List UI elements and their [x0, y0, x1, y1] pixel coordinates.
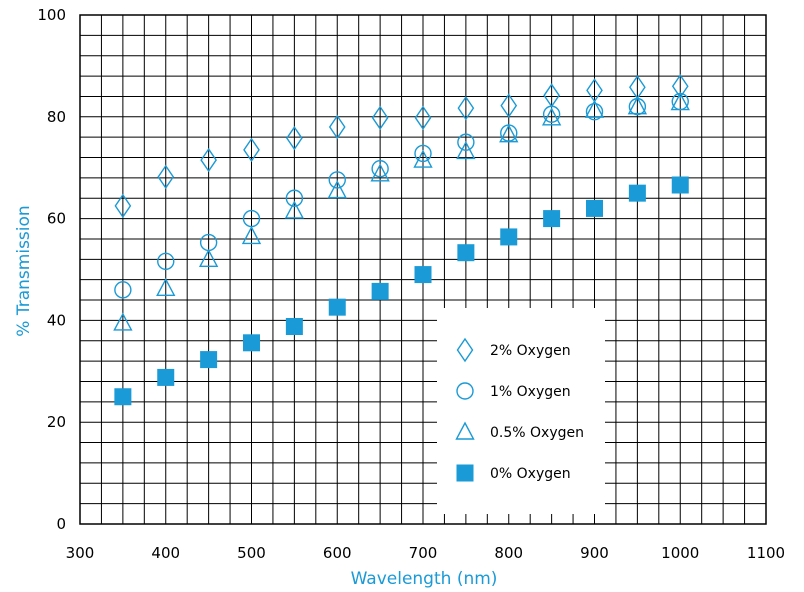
- legend-label: 1% Oxygen: [490, 384, 571, 400]
- legend: 2% Oxygen 1% Oxygen 0.5% Oxygen 0% Oxygen: [437, 308, 605, 514]
- data-point: [285, 189, 304, 207]
- data-point: [200, 351, 218, 369]
- data-point: [457, 95, 475, 121]
- data-point: [670, 92, 690, 111]
- y-axis-label: % Transmission: [14, 205, 34, 336]
- data-point: [500, 93, 518, 118]
- y-tick-label: 80: [47, 108, 66, 126]
- data-points: [113, 74, 690, 406]
- plot-border: [79, 14, 767, 525]
- data-point: [371, 105, 389, 131]
- data-point: [457, 244, 475, 262]
- data-point: [413, 149, 433, 168]
- data-point: [114, 388, 132, 406]
- data-point: [200, 147, 217, 173]
- data-point: [328, 171, 346, 189]
- x-tick-label: 600: [323, 544, 352, 562]
- data-point: [328, 298, 346, 316]
- x-tick-label: 1000: [661, 544, 699, 562]
- data-point: [628, 184, 646, 202]
- legend-label: 0.5% Oxygen: [490, 425, 584, 441]
- data-point: [371, 160, 389, 178]
- legend-marker: [456, 382, 474, 400]
- data-point: [414, 266, 432, 284]
- x-tick-label: 800: [494, 544, 523, 562]
- data-point: [243, 334, 260, 352]
- data-point: [286, 125, 303, 151]
- data-point: [543, 210, 561, 228]
- data-point: [157, 164, 175, 190]
- series-2: [113, 92, 690, 331]
- data-point: [198, 248, 219, 268]
- y-tick-label: 20: [47, 413, 66, 431]
- data-point: [584, 99, 605, 118]
- legend-marker: [455, 421, 475, 440]
- data-point: [500, 228, 518, 246]
- x-tick-label: 500: [237, 544, 266, 562]
- data-point: [285, 318, 303, 336]
- data-point: [157, 368, 175, 386]
- x-tick-label: 700: [409, 544, 438, 562]
- y-tick-label: 60: [47, 210, 66, 228]
- data-point: [370, 163, 390, 182]
- x-tick-label: 900: [580, 544, 609, 562]
- legend-label: 2% Oxygen: [490, 343, 571, 359]
- x-tick-label: 1100: [747, 544, 785, 562]
- data-point: [114, 193, 132, 219]
- data-point: [671, 74, 689, 99]
- legend-marker: [456, 337, 474, 363]
- data-point: [586, 199, 603, 217]
- data-point: [284, 200, 305, 219]
- data-point: [671, 176, 689, 194]
- x-axis-label: Wavelength (nm): [351, 569, 498, 589]
- data-point: [541, 107, 562, 126]
- data-point: [499, 124, 519, 143]
- data-point: [241, 225, 262, 245]
- data-point: [328, 114, 346, 140]
- data-point: [114, 281, 132, 299]
- x-tick-label: 300: [66, 544, 95, 562]
- data-point: [414, 105, 432, 131]
- data-point: [113, 312, 133, 331]
- data-point: [243, 137, 260, 163]
- data-point: [156, 277, 176, 297]
- y-tick-label: 0: [56, 515, 66, 533]
- data-point: [585, 103, 604, 121]
- y-axis-tick-labels: 0 20 40 60 80 100: [37, 6, 66, 533]
- data-point: [456, 140, 476, 160]
- plot-area-border: [79, 14, 767, 525]
- series-3: [114, 176, 689, 406]
- data-point: [371, 282, 389, 300]
- data-point: [542, 105, 561, 123]
- data-point: [627, 96, 648, 115]
- legend-box: [437, 308, 605, 514]
- x-tick-label: 400: [151, 544, 180, 562]
- legend-label: 0% Oxygen: [490, 466, 571, 482]
- data-point: [327, 180, 347, 199]
- y-tick-label: 40: [47, 311, 66, 329]
- data-point: [457, 133, 475, 151]
- series-0: [114, 74, 689, 219]
- x-axis-tick-labels: 300 400 500 600 700 800 900 1000 1100: [66, 544, 785, 562]
- data-point: [414, 144, 432, 163]
- data-point: [157, 252, 175, 271]
- y-tick-label: 100: [37, 6, 66, 24]
- legend-marker: [456, 464, 474, 482]
